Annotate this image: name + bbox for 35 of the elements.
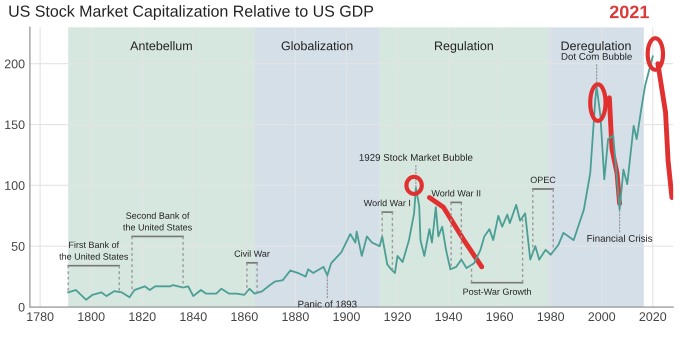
x-tick-label: 1940	[436, 312, 462, 322]
annotation: Dot Com Bubble	[562, 52, 632, 60]
text: 2021	[610, 6, 649, 18]
y-tick-label: 100	[5, 181, 25, 190]
x-tick-label: 1880	[282, 312, 309, 322]
ref-line-label: First Bank of the United States	[59, 241, 128, 260]
band-label: Antebellum	[130, 41, 192, 50]
x-tick-label: 1800	[78, 312, 105, 322]
chart-title: US Stock Market Capitalization Relative to US GDP	[9, 5, 374, 20]
annotation: Financial Crisis	[587, 234, 652, 242]
x-tick-label: 1900	[334, 312, 360, 322]
x-tick-label: 2000	[588, 312, 616, 322]
annotation: Panic of 1893	[298, 300, 357, 308]
band-label: Deregulation	[562, 41, 631, 53]
ref-line-label: World War II	[431, 190, 480, 196]
y-tick-label: 200	[4, 60, 25, 68]
ref-line-label: OPEC	[530, 176, 556, 184]
y-tick-label: 50	[12, 242, 25, 251]
x-tick-label: 1780	[27, 312, 54, 322]
band-label: Regulation	[435, 41, 493, 53]
x-tick-label: 1980	[538, 312, 564, 322]
x-tick-label: 1840	[180, 312, 207, 322]
x-tick-label: 1920	[384, 312, 411, 322]
band-label: Globalization	[282, 41, 352, 50]
x-tick-label: 2020	[640, 312, 666, 322]
x-tick-label: 1820	[129, 312, 156, 322]
x-tick-label: 1860	[231, 312, 258, 322]
x-tick-label: 1960	[486, 312, 514, 322]
ref-line-label: World War I	[364, 200, 410, 206]
ref-line-label: Second Bank of the United States	[123, 212, 192, 231]
y-tick-label: 0	[18, 302, 25, 312]
ref-line-label: Civil War	[234, 250, 270, 257]
y-tick-label: 150	[5, 120, 25, 130]
ref-line-label: Post-War Growth	[463, 288, 531, 295]
annotation: 1929 Stock Market Bubble	[360, 154, 472, 161]
